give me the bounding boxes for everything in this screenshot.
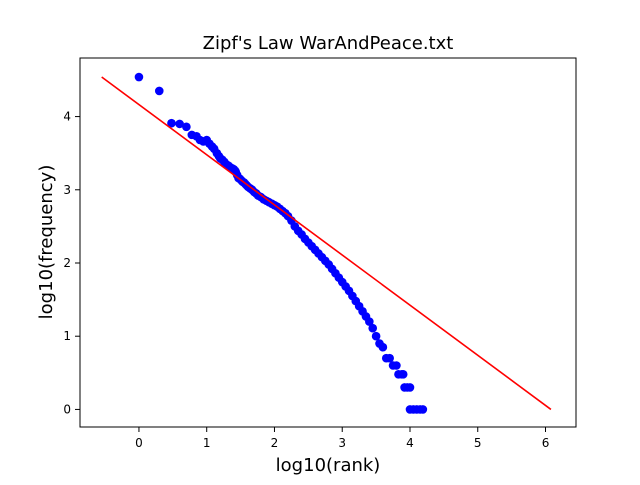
y-axis-ticks: 0 1 2 3 4 [63, 110, 80, 416]
data-point [368, 323, 378, 333]
x-tick-label: 2 [271, 436, 279, 450]
data-point [167, 118, 176, 128]
data-point [405, 383, 415, 392]
data-point [175, 119, 184, 129]
data-point [365, 317, 374, 326]
plot-area [101, 72, 552, 414]
axes-frame [79, 57, 577, 428]
fit-line [101, 76, 552, 411]
data-point [398, 369, 408, 379]
data-point [371, 331, 381, 341]
x-tick-label: 4 [406, 436, 414, 450]
data-point [378, 342, 388, 352]
x-tick-label: 3 [338, 436, 346, 450]
chart-title: Zipf's Law WarAndPeace.txt [203, 33, 454, 54]
x-axis-label: log10(rank) [276, 455, 381, 476]
y-tick-label: 1 [63, 329, 71, 343]
data-point [392, 361, 401, 370]
y-tick-label: 2 [63, 256, 71, 270]
data-point [418, 405, 428, 414]
x-tick-label: 6 [542, 436, 550, 450]
x-tick-label: 5 [474, 436, 482, 450]
y-axis-label: log10(frequency) [36, 165, 57, 320]
y-tick-label: 0 [63, 402, 71, 416]
data-point [182, 122, 191, 132]
x-tick-label: 0 [135, 436, 143, 450]
data-point [154, 86, 164, 96]
data-point [385, 353, 394, 363]
data-point [134, 72, 144, 82]
y-tick-label: 3 [63, 183, 71, 197]
y-tick-label: 4 [63, 110, 71, 124]
x-tick-label: 1 [203, 436, 211, 450]
x-axis-ticks: 0 1 2 3 4 5 6 [135, 427, 549, 450]
